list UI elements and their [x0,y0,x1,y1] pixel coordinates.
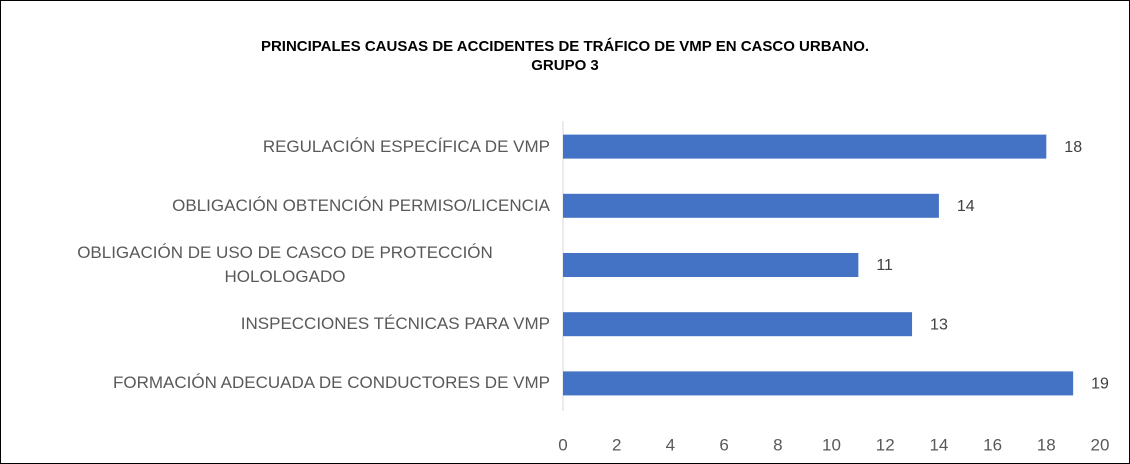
value-label: 13 [930,316,948,333]
x-tick-label: 20 [1091,435,1110,454]
bar [563,134,1047,159]
x-tick-label: 8 [773,435,782,454]
bar [563,312,913,337]
y-tick-label: OBLIGACIÓN OBTENCIÓN PERMISO/LICENCIA [172,195,550,215]
y-tick-label: FORMACIÓN ADECUADA DE CONDUCTORES DE VMP [112,373,550,393]
x-tick-label: 2 [612,435,621,454]
x-tick-label: 6 [719,435,728,454]
value-label: 18 [1064,139,1082,156]
x-tick-label: 12 [876,435,895,454]
value-label: 11 [876,257,893,274]
bar [563,371,1074,396]
x-tick-label: 0 [558,435,567,454]
x-tick-label: 10 [822,435,841,454]
x-tick-label: 18 [1037,435,1056,454]
value-label: 19 [1091,376,1109,393]
x-tick-label: 14 [929,435,948,454]
bar [563,253,859,277]
chart-subtitle: GRUPO 3 [531,57,599,74]
value-label: 14 [957,198,975,215]
x-tick-label: 4 [666,435,675,454]
y-tick-label: OBLIGACIÓN DE USO DE CASCO DE PROTECCIÓN… [77,243,493,286]
bar [563,193,939,218]
y-tick-label: INSPECCIONES TÉCNICAS PARA VMP [240,314,550,334]
x-tick-label: 16 [983,435,1002,454]
chart-title: PRINCIPALES CAUSAS DE ACCIDENTES DE TRÁF… [261,38,869,55]
y-tick-label: REGULACIÓN ESPECÍFICA DE VMP [262,136,550,156]
